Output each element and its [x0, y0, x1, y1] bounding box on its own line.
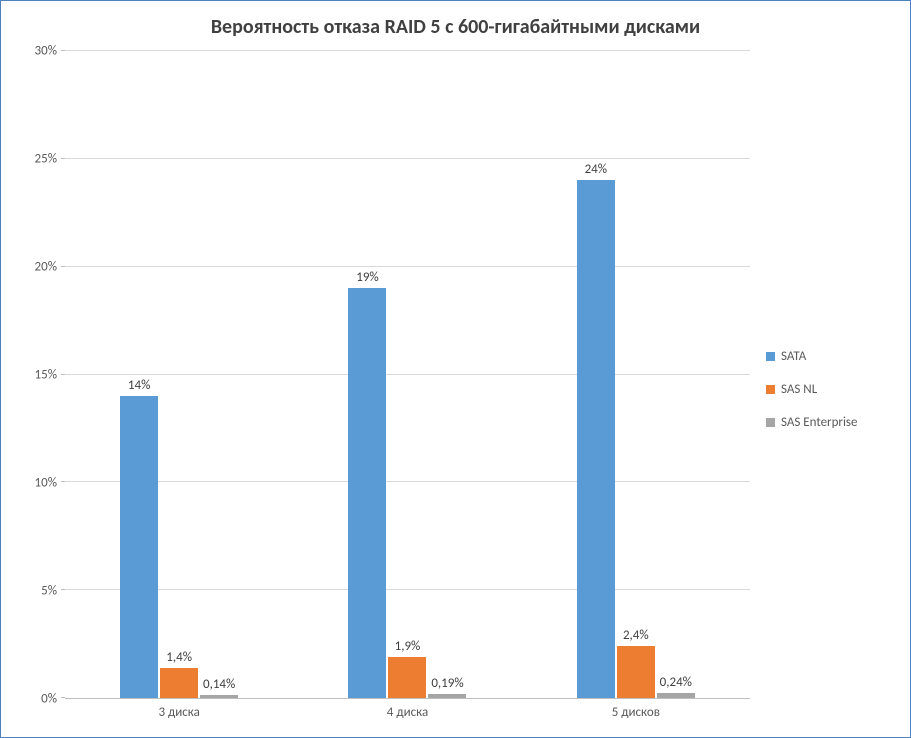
bar-wrap: 19%: [348, 270, 386, 698]
x-tick-label: 3 диска: [65, 699, 293, 727]
chart-title: Вероятность отказа RAID 5 c 600-гигабайт…: [1, 1, 910, 47]
bar-value-label: 0,14%: [203, 677, 235, 692]
bar-cluster: 14% 1,4% 0,14%: [65, 51, 293, 698]
chart-container: Вероятность отказа RAID 5 c 600-гигабайт…: [0, 0, 911, 738]
legend-label: SAS NL: [781, 382, 817, 397]
legend-label: SAS Enterprise: [781, 415, 857, 430]
y-tick-label: 25%: [35, 152, 57, 167]
bar-cluster: 24% 2,4% 0,24%: [522, 51, 750, 698]
x-tick-label: 4 диска: [293, 699, 521, 727]
legend-item: SATA: [766, 349, 900, 364]
legend-swatch: [766, 352, 775, 361]
bar: [577, 180, 615, 698]
y-tick-label: 15%: [35, 368, 57, 383]
bar-wrap: 24%: [577, 162, 615, 698]
bar: [200, 695, 238, 698]
x-axis: 3 диска4 диска5 дисков: [65, 699, 750, 727]
bar-wrap: 14%: [120, 378, 158, 698]
bar-wrap: 2,4%: [617, 628, 655, 698]
y-axis: 0%5%10%15%20%25%30%: [11, 51, 65, 699]
x-tick-label: 5 дисков: [522, 699, 750, 727]
bar-value-label: 19%: [356, 270, 378, 285]
plot-area-wrapper: 0%5%10%15%20%25%30% 14%1,4%0,14%19%1,9%0…: [11, 51, 750, 699]
bar-wrap: 1,9%: [388, 639, 426, 698]
bar: [657, 693, 695, 698]
bar: [428, 694, 466, 698]
bar-wrap: 0,14%: [200, 677, 238, 698]
bar: [160, 668, 198, 698]
bar-value-label: 1,9%: [395, 639, 421, 654]
bar-value-label: 24%: [585, 162, 607, 177]
bar: [617, 646, 655, 698]
bar-wrap: 0,19%: [428, 676, 466, 698]
chart-body: 0%5%10%15%20%25%30% 14%1,4%0,14%19%1,9%0…: [11, 51, 900, 727]
y-tick-label: 10%: [35, 476, 57, 491]
bar: [348, 288, 386, 698]
y-tick-label: 5%: [41, 584, 57, 599]
bar-value-label: 14%: [128, 378, 150, 393]
bar: [388, 657, 426, 698]
y-tick-label: 20%: [35, 260, 57, 275]
legend-label: SATA: [781, 349, 806, 364]
bar-wrap: 0,24%: [657, 675, 695, 698]
bar-value-label: 2,4%: [623, 628, 649, 643]
bar-cluster: 19% 1,9% 0,19%: [293, 51, 521, 698]
y-tick-label: 0%: [41, 692, 57, 707]
legend-item: SAS NL: [766, 382, 900, 397]
bar-value-label: 0,19%: [431, 676, 463, 691]
legend-swatch: [766, 418, 775, 427]
bar-value-label: 0,24%: [660, 675, 692, 690]
legend-swatch: [766, 385, 775, 394]
bar-wrap: 1,4%: [160, 650, 198, 698]
plot-zone: 0%5%10%15%20%25%30% 14%1,4%0,14%19%1,9%0…: [11, 51, 750, 727]
legend-item: SAS Enterprise: [766, 415, 900, 430]
y-tick-label: 30%: [35, 44, 57, 59]
bar-value-label: 1,4%: [166, 650, 192, 665]
legend: SATA SAS NL SAS Enterprise: [750, 51, 900, 727]
bar: [120, 396, 158, 698]
plot-area: 14% 1,4% 0,14% 19% 1,9% 0,19% 24% 2,4% 0,24%: [65, 51, 750, 699]
